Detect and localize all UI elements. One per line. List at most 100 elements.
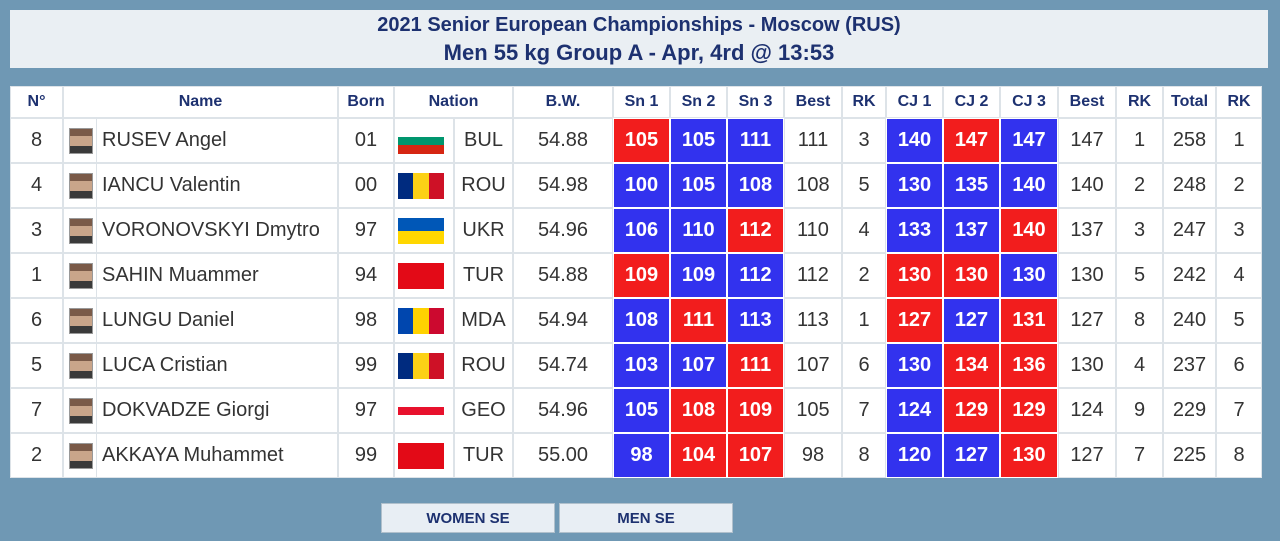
attempt: 112 [727,253,784,298]
cell: 8 [10,118,63,163]
cell: 8 [1216,433,1262,478]
flag-stripe [413,173,429,199]
column-header: Best [784,86,842,118]
photo-cell [63,118,97,163]
attempt: 105 [613,118,670,163]
athlete-photo [69,173,93,199]
attempt: 130 [886,163,943,208]
nav-button[interactable]: WOMEN SE [381,503,555,533]
athlete-name: IANCU Valentin [102,174,241,196]
attempt: 129 [1000,388,1058,433]
attempt: 100 [613,163,670,208]
cell: 105 [784,388,842,433]
cell: 1 [1116,118,1163,163]
cell: 1 [842,298,886,343]
cell: 124 [1058,388,1116,433]
attempt: 104 [670,433,727,478]
flag-stripe [413,353,429,379]
cell: 110 [784,208,842,253]
flag-stripe [398,406,444,416]
nation-code: GEO [454,388,513,433]
cell: 137 [1058,208,1116,253]
flag [398,353,444,379]
cell: 7 [1116,433,1163,478]
cell: 3 [1116,208,1163,253]
column-header: CJ 2 [943,86,1000,118]
flag-stripe [398,263,444,289]
athlete-photo [69,128,93,154]
attempt: 131 [1000,298,1058,343]
athlete-photo [69,308,93,334]
flag-stripe [398,173,414,199]
cell: 54.74 [513,343,613,388]
attempt: 137 [943,208,1000,253]
nav-button[interactable]: MEN SE [559,503,733,533]
athlete-name: LUNGU Daniel [102,309,235,331]
attempt: 140 [1000,208,1058,253]
flag [398,173,444,199]
cell: 108 [784,163,842,208]
attempt: 130 [1000,433,1058,478]
column-header: B.W. [513,86,613,118]
cell: 8 [842,433,886,478]
attempt: 107 [670,343,727,388]
attempt: 130 [943,253,1000,298]
column-header: Name [63,86,338,118]
column-header: RK [842,86,886,118]
cell [394,433,454,478]
cell: 240 [1163,298,1216,343]
photo-cell [63,208,97,253]
column-header: CJ 3 [1000,86,1058,118]
attempt: 111 [727,343,784,388]
cell: 111 [784,118,842,163]
nation-code: ROU [454,163,513,208]
attempt: 134 [943,343,1000,388]
cell: 127 [1058,433,1116,478]
attempt: 112 [727,208,784,253]
attempt: 130 [886,343,943,388]
cell: 9 [1116,388,1163,433]
attempt: 133 [886,208,943,253]
cell: 99 [338,343,394,388]
flag-stripe [398,231,444,244]
cell: 8 [1116,298,1163,343]
attempt: 127 [943,433,1000,478]
flag [398,263,444,289]
flag-stripe [413,308,429,334]
attempt: 140 [1000,163,1058,208]
column-header: Best [1058,86,1116,118]
cell: 5 [10,343,63,388]
cell: 4 [1216,253,1262,298]
cell: 3 [1216,208,1262,253]
attempt: 111 [727,118,784,163]
attempt: 113 [727,298,784,343]
column-header: N° [10,86,63,118]
column-header: RK [1216,86,1262,118]
cell: 5 [1216,298,1262,343]
title-box: 2021 Senior European Championships - Mos… [10,10,1268,68]
photo-cell [63,343,97,388]
athlete-photo [69,263,93,289]
cell: 7 [10,388,63,433]
cell: 242 [1163,253,1216,298]
cell: 237 [1163,343,1216,388]
attempt: 120 [886,433,943,478]
attempt: 108 [670,388,727,433]
cell: 4 [1116,343,1163,388]
athlete-name: LUCA Cristian [102,354,228,376]
attempt: 109 [670,253,727,298]
flag [398,218,444,244]
attempt: 136 [1000,343,1058,388]
cell: 5 [842,163,886,208]
attempt: 109 [727,388,784,433]
cell: 3 [842,118,886,163]
cell: 2 [842,253,886,298]
attempt: 111 [670,298,727,343]
flag-stripe [398,145,444,155]
cell: 54.96 [513,208,613,253]
nation-code: UKR [454,208,513,253]
cell: 6 [10,298,63,343]
attempt: 105 [613,388,670,433]
attempt: 147 [943,118,1000,163]
